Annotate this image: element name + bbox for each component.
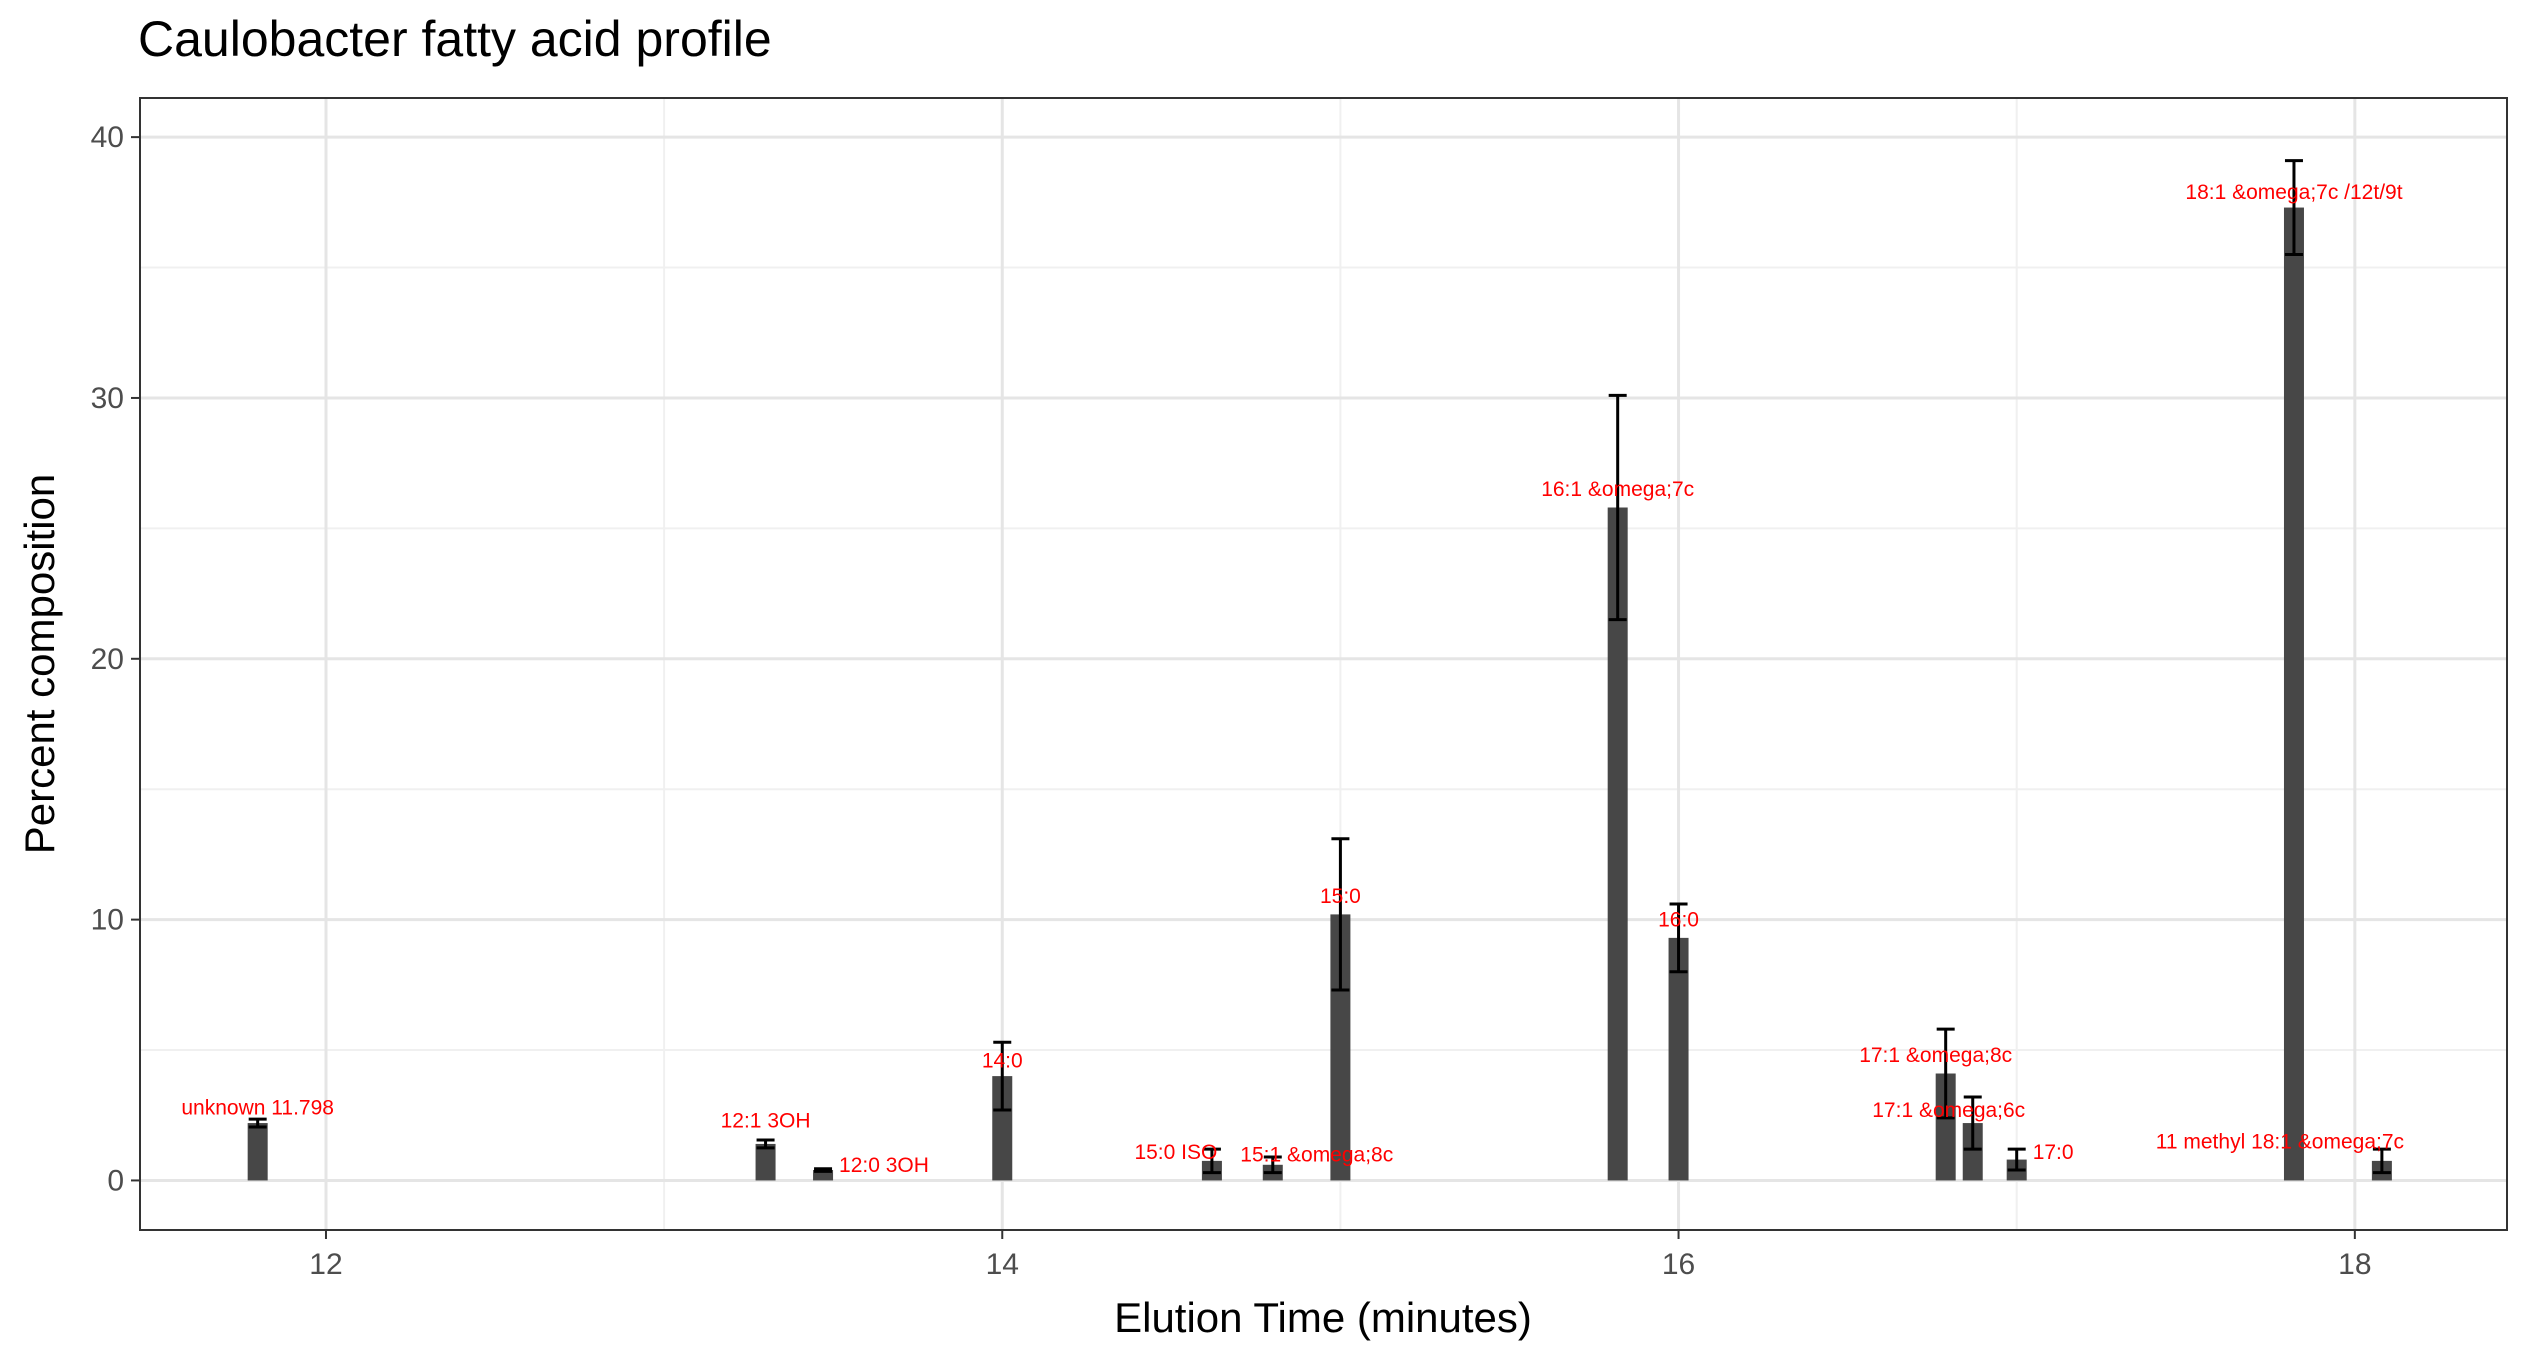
data-label: 15:0 — [1320, 885, 1361, 908]
x-tick-label: 14 — [986, 1248, 1019, 1281]
data-label: 11 methyl 18:1 &omega;7c — [2156, 1130, 2404, 1153]
data-label: 16:0 — [1658, 909, 1699, 932]
x-tick-label: 12 — [309, 1248, 342, 1281]
panel-border — [139, 97, 2508, 1231]
bar — [813, 1170, 834, 1181]
y-tick-label: 20 — [91, 643, 124, 676]
x-tick-label: 18 — [2338, 1248, 2371, 1281]
y-tick-label: 0 — [107, 1164, 124, 1197]
data-label: 18:1 &omega;7c /12t/9t — [2185, 181, 2402, 204]
y-tick-label: 40 — [91, 121, 124, 154]
y-tick-label: 30 — [91, 382, 124, 415]
data-label: 15:1 &omega;8c — [1240, 1143, 1393, 1166]
data-label: 17:0 — [2033, 1141, 2074, 1164]
bars — [247, 207, 2392, 1181]
data-label: 17:1 &omega;6c — [1872, 1099, 2025, 1122]
data-label: 14:0 — [982, 1049, 1023, 1072]
axes: 12 14 16 18 0 10 20 30 40 — [91, 121, 2372, 1281]
y-axis-title: Percent composition — [16, 474, 63, 855]
bar — [1962, 1123, 1983, 1181]
panel-background — [140, 98, 2507, 1230]
bar — [992, 1076, 1013, 1181]
grid-lines — [140, 98, 2507, 1230]
error-bars — [248, 159, 2391, 1175]
data-label: 17:1 &omega;8c — [1859, 1044, 2012, 1067]
bar — [247, 1123, 268, 1181]
data-labels: unknown 11.798 12:1 3OH 12:0 3OH 14:0 15:0 I… — [181, 181, 2404, 1177]
bar — [1330, 914, 1351, 1181]
chart-title: Caulobacter fatty acid profile — [138, 11, 772, 67]
data-label: unknown 11.798 — [181, 1096, 334, 1119]
data-label: 16:1 &omega;7c — [1541, 478, 1694, 501]
bar — [2283, 207, 2304, 1181]
bar — [1935, 1073, 1956, 1181]
x-tick-label: 16 — [1662, 1248, 1695, 1281]
x-axis-title: Elution Time (minutes) — [1114, 1294, 1532, 1341]
bar — [1607, 507, 1628, 1181]
bar — [1668, 937, 1689, 1181]
data-label: 12:0 3OH — [839, 1154, 929, 1177]
bar — [755, 1143, 776, 1181]
data-label: 15:0 ISO — [1134, 1141, 1217, 1164]
data-label: 12:1 3OH — [721, 1109, 811, 1132]
y-tick-label: 10 — [91, 904, 124, 937]
